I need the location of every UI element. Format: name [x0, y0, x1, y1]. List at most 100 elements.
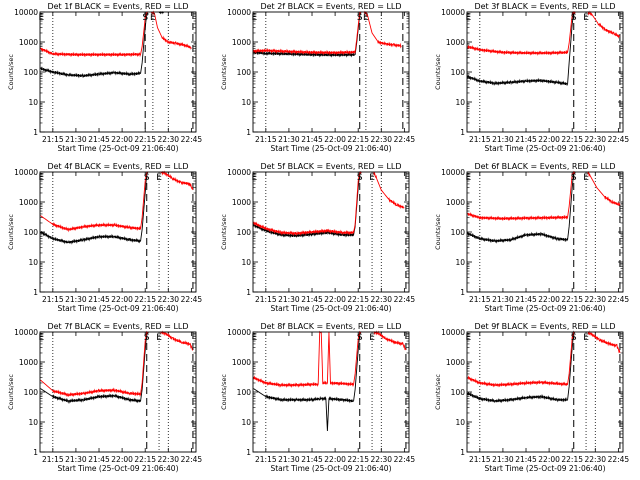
- panel-title: Det 7f BLACK = Events, RED = LLD: [47, 322, 188, 331]
- x-tick-label: 22:30: [584, 135, 606, 144]
- x-tick-label: 21:15: [469, 455, 491, 464]
- y-tick-label: 10: [455, 418, 465, 427]
- event-marker-label: E: [583, 333, 589, 343]
- y-axis-label: Counts/sec: [434, 374, 442, 410]
- x-tick-label: 21:15: [255, 455, 277, 464]
- x-axis-label: Start Time (25-Oct-09 21:06:40): [270, 464, 391, 473]
- panel-title: Det 8f BLACK = Events, RED = LLD: [260, 322, 401, 331]
- x-tick-label: 22:45: [608, 455, 630, 464]
- lld-series-line: [40, 11, 149, 58]
- y-tick-label: 10: [28, 258, 38, 267]
- x-tick-label: 22:15: [134, 135, 156, 144]
- y-tick-label: 10000: [14, 328, 38, 337]
- y-axis-label: Counts/sec: [220, 374, 228, 410]
- x-axis-label: Start Time (25-Oct-09 21:06:40): [484, 144, 605, 153]
- lld-series-line: [363, 10, 402, 49]
- y-tick-label: 1: [33, 288, 38, 297]
- y-tick-label: 100: [24, 228, 39, 237]
- lld-series-line: [40, 171, 149, 233]
- y-tick-label: 1: [460, 288, 465, 297]
- x-tick-label: 21:30: [278, 295, 300, 304]
- events-series-line: [467, 330, 576, 404]
- y-tick-label: 1: [33, 448, 38, 457]
- x-tick-label: 21:15: [255, 135, 277, 144]
- y-tick-label: 10000: [441, 328, 465, 337]
- plot-frame: [39, 11, 197, 133]
- event-marker-label: S: [144, 173, 150, 183]
- x-tick-label: 21:15: [255, 295, 277, 304]
- event-marker-label: S: [142, 13, 148, 23]
- event-marker-label: S: [571, 13, 577, 23]
- y-tick-label: 1000: [446, 38, 465, 47]
- y-tick-label: 1000: [19, 358, 38, 367]
- panel-title: Det 9f BLACK = Events, RED = LLD: [474, 322, 615, 331]
- x-tick-label: 21:30: [492, 135, 514, 144]
- y-axis-label: Counts/sec: [7, 54, 15, 90]
- event-marker-label: E: [38, 13, 44, 23]
- event-marker-label: S: [144, 333, 150, 343]
- x-tick-label: 21:30: [492, 295, 514, 304]
- x-axis-label: Start Time (25-Oct-09 21:06:40): [57, 464, 178, 473]
- x-tick-label: 22:45: [608, 295, 630, 304]
- x-tick-label: 22:15: [347, 455, 369, 464]
- y-tick-label: 10000: [227, 328, 251, 337]
- event-marker-label: E: [251, 13, 257, 23]
- x-tick-label: 21:15: [42, 455, 64, 464]
- x-tick-label: 22:30: [370, 135, 392, 144]
- y-tick-label: 10000: [441, 168, 465, 177]
- plot-frame: [466, 171, 624, 293]
- x-axis-label: Start Time (25-Oct-09 21:06:40): [270, 304, 391, 313]
- y-axis-label: Counts/sec: [220, 54, 228, 90]
- event-marker-label: E: [38, 333, 44, 343]
- x-tick-label: 21:30: [65, 295, 87, 304]
- x-tick-label: 22:30: [584, 455, 606, 464]
- plot-frame: [252, 331, 410, 453]
- lld-series-line: [467, 10, 576, 56]
- x-tick-label: 22:00: [538, 295, 560, 304]
- y-tick-label: 1000: [232, 358, 251, 367]
- lld-series-line: [373, 330, 407, 351]
- y-tick-label: 1000: [19, 198, 38, 207]
- x-tick-label: 21:45: [515, 135, 537, 144]
- x-tick-label: 21:15: [42, 135, 64, 144]
- y-tick-label: 100: [237, 68, 252, 77]
- x-tick-label: 22:30: [370, 295, 392, 304]
- y-tick-label: 10: [455, 98, 465, 107]
- y-axis-label: Counts/sec: [434, 214, 442, 250]
- event-marker-label: E: [363, 13, 369, 23]
- x-tick-label: 22:15: [134, 295, 156, 304]
- x-tick-label: 21:45: [301, 135, 323, 144]
- detector-panel-5: Det 5f BLACK = Events, RED = LLD Counts/s…: [220, 162, 415, 313]
- lld-series-line: [40, 330, 149, 398]
- plot-frame: [252, 11, 410, 133]
- plot-frame: [252, 171, 410, 293]
- event-marker-label: S: [357, 173, 363, 183]
- y-tick-label: 1: [460, 448, 465, 457]
- detector-panel-4: Det 4f BLACK = Events, RED = LLD Counts/s…: [7, 162, 202, 313]
- lld-series-line: [253, 11, 362, 56]
- x-tick-label: 22:45: [181, 135, 203, 144]
- x-tick-label: 21:45: [88, 135, 110, 144]
- x-tick-label: 22:00: [538, 455, 560, 464]
- detector-panel-2: Det 2f BLACK = Events, RED = LLD Counts/s…: [220, 2, 415, 153]
- lld-series-line: [467, 170, 576, 222]
- x-tick-label: 22:00: [111, 135, 133, 144]
- y-axis-label: Counts/sec: [434, 54, 442, 90]
- x-tick-label: 21:45: [88, 455, 110, 464]
- event-marker-label: E: [369, 173, 375, 183]
- events-series-line: [467, 171, 576, 244]
- y-tick-label: 100: [237, 228, 252, 237]
- x-tick-label: 22:45: [181, 455, 203, 464]
- panel-title: Det 4f BLACK = Events, RED = LLD: [47, 162, 188, 171]
- panel-title: Det 3f BLACK = Events, RED = LLD: [474, 2, 615, 11]
- y-tick-label: 100: [451, 388, 466, 397]
- events-series-line: [467, 11, 576, 87]
- event-marker-label: E: [369, 333, 375, 343]
- y-tick-label: 1000: [232, 38, 251, 47]
- x-tick-label: 21:45: [301, 455, 323, 464]
- detector-panel-7: Det 7f BLACK = Events, RED = LLD Counts/s…: [7, 322, 202, 473]
- y-tick-label: 10: [241, 418, 251, 427]
- y-tick-label: 1000: [446, 358, 465, 367]
- y-tick-label: 1: [33, 128, 38, 137]
- y-tick-label: 10: [28, 98, 38, 107]
